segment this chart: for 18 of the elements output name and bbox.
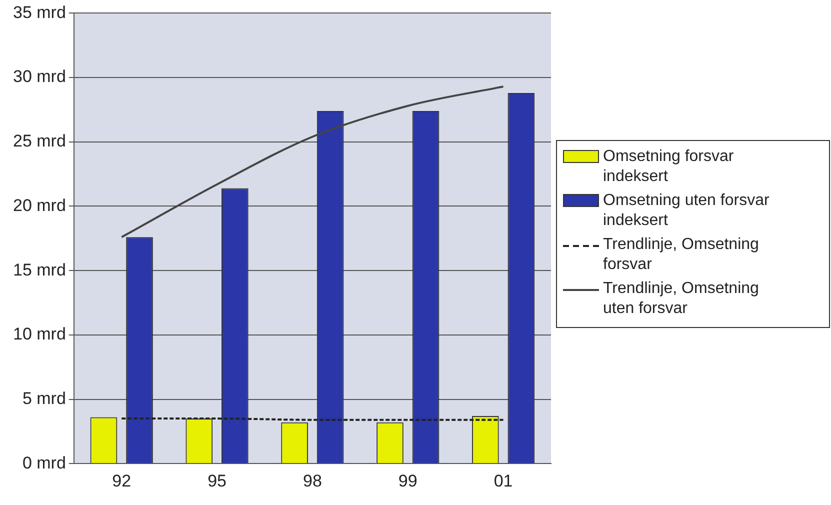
y-tick-label: 30 mrd (12, 67, 66, 86)
legend-label: Trendlinje, Omsetning uten forsvar (603, 279, 760, 319)
y-tick-label: 20 mrd (12, 196, 66, 215)
x-tick-label: 92 (112, 471, 132, 490)
legend-label: Omsetning forsvar indeksert (603, 147, 735, 187)
x-tick-label: 95 (208, 471, 226, 490)
y-tick-label: 0 mrd (22, 453, 66, 472)
y-tick-label: 5 mrd (22, 388, 66, 408)
legend-label: Trendlinje, Omsetning forsvar (603, 235, 760, 275)
y-tick-label: 10 mrd (12, 324, 66, 344)
line-series (120, 86, 504, 238)
x-tick-label: 99 (398, 471, 418, 490)
x-tick-label: 01 (494, 471, 513, 490)
y-tick-label: 15 mrd (12, 260, 66, 280)
y-tick-label: 35 mrd (12, 2, 66, 22)
x-tick-label: 98 (302, 471, 322, 490)
y-tick-label: 25 mrd (12, 132, 66, 151)
legend-label: Omsetning uten forsvar indeksert (603, 191, 770, 231)
